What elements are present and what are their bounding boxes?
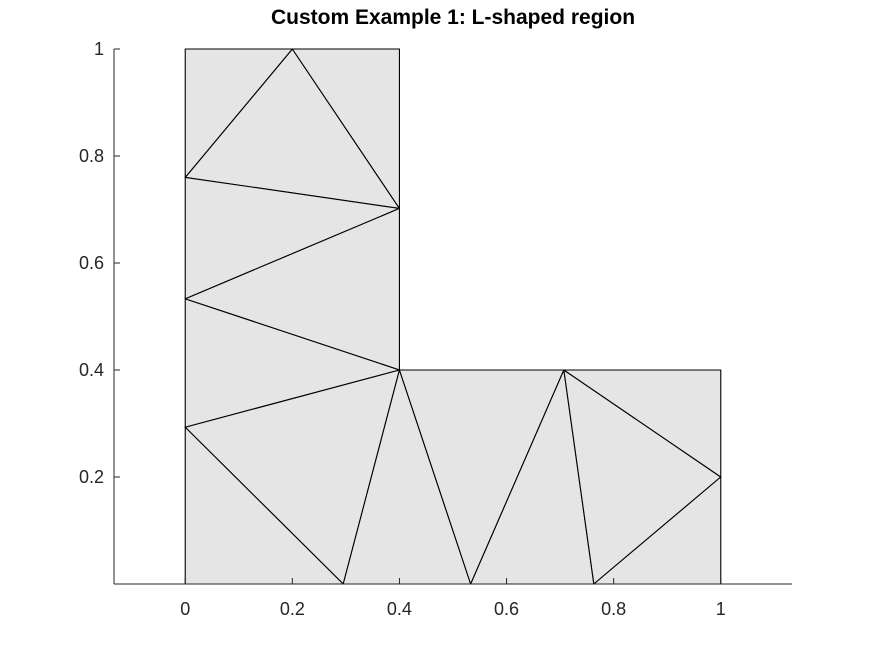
y-tick-label: 0.8 — [79, 146, 104, 166]
y-ticks-layer: 0.2 0.4 0.6 0.8 1 — [79, 39, 120, 487]
x-tick-label: 0.6 — [494, 599, 519, 619]
chart-title: Custom Example 1: L-shaped region — [271, 6, 635, 29]
x-tick-label: 0 — [180, 599, 190, 619]
x-tick-label: 0.2 — [280, 599, 305, 619]
y-tick-label: 1 — [94, 39, 104, 59]
mesh-triangle-3 — [184, 48, 293, 178]
x-tick-label: 0.8 — [601, 599, 626, 619]
axes-layer — [113, 49, 792, 585]
x-tick-label: 0.4 — [387, 599, 412, 619]
y-tick-label: 0.2 — [79, 467, 104, 487]
y-tick-label: 0.4 — [79, 360, 104, 380]
mesh-triangle-14 — [563, 369, 722, 478]
y-tick-label: 0.6 — [79, 253, 104, 273]
triangles-layer — [184, 48, 722, 585]
x-tick-label: 1 — [716, 599, 726, 619]
mesh-triangle-2 — [291, 48, 401, 209]
x-ticks-layer: 0 0.2 0.4 0.6 0.8 1 — [180, 578, 726, 619]
